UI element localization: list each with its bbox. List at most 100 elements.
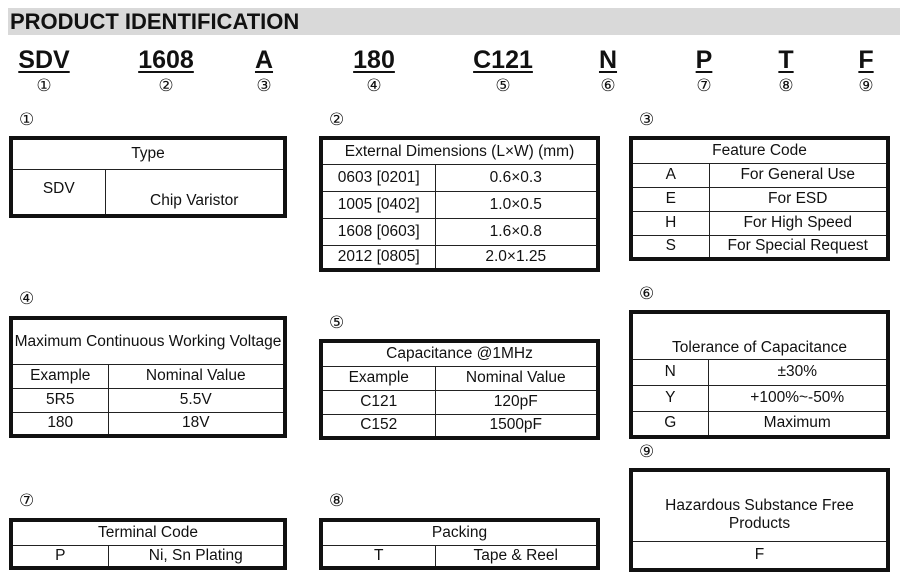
table-cell: For High Speed [708, 210, 889, 236]
table-label: ② [329, 110, 345, 130]
table-header: Type [10, 137, 286, 170]
table-row: G Maximum [630, 410, 889, 438]
segment-number: ⑨ [858, 76, 874, 96]
table-header: Feature Code [630, 137, 889, 164]
table-label: ⑧ [329, 491, 345, 511]
table-cell: 1608 [0603] [320, 217, 436, 246]
table-row: S For Special Request [630, 234, 889, 260]
table-cell: Ni, Sn Plating [107, 544, 286, 569]
table-cell: For Special Request [708, 234, 889, 260]
page-title: PRODUCT IDENTIFICATION [10, 9, 300, 34]
table-cell: T [320, 544, 436, 569]
part-code-segment: 180 [353, 46, 395, 74]
table-cell: 180 [10, 411, 109, 437]
table-cell: 1.0×0.5 [434, 190, 599, 219]
spec-table: Type SDV Chip Varistor [9, 136, 287, 218]
table-cell: Y [630, 384, 709, 412]
segment-number: ② [158, 76, 174, 96]
segment-number: ⑥ [600, 76, 616, 96]
table-header: Capacitance @1MHz [320, 340, 599, 367]
table-cell: S [630, 234, 710, 260]
table-cell: C152 [320, 413, 436, 439]
table-row: C121 120pF [320, 389, 599, 415]
part-code-segment: P [695, 46, 713, 74]
table-cell: A [630, 162, 710, 188]
part-code-segment: A [254, 46, 274, 74]
part-code-segment: SDV [18, 46, 70, 74]
table-cell: Tape & Reel [434, 544, 599, 569]
table-row: T Tape & Reel [320, 544, 599, 569]
table-cell: 5R5 [10, 387, 109, 413]
table-label: ⑥ [639, 284, 655, 304]
table-cell: 1500pF [434, 413, 599, 439]
table-cell: C121 [320, 389, 436, 415]
spec-table: Maximum Continuous Working Voltage Exampl… [9, 316, 287, 438]
table-row: 1005 [0402] 1.0×0.5 [320, 190, 599, 219]
table-label: ⑤ [329, 313, 345, 333]
spec-table: Hazardous Substance Free Products F [629, 468, 890, 572]
table-row: Y +100%~-50% [630, 384, 889, 412]
table-row: 1608 [0603] 1.6×0.8 [320, 217, 599, 246]
table-header: Terminal Code [10, 519, 286, 546]
table-cell: ±30% [707, 358, 889, 386]
table-cell: Chip Varistor [104, 168, 286, 217]
table-cell: 1005 [0402] [320, 190, 436, 219]
table-cell: Nominal Value [434, 365, 599, 391]
table-row: H For High Speed [630, 210, 889, 236]
part-code-segment: 1608 [138, 46, 194, 74]
table-row: 2012 [0805] 2.0×1.25 [320, 244, 599, 271]
table-cell: 5.5V [107, 387, 286, 413]
segment-number: ③ [256, 76, 272, 96]
table-header: Packing [320, 519, 599, 546]
segment-number: ④ [366, 76, 382, 96]
table-cell: Example [10, 363, 109, 389]
table-header: Tolerance of Capacitance [630, 311, 889, 360]
table-cell: E [630, 186, 710, 212]
table-cell: 2.0×1.25 [434, 244, 599, 271]
segment-number: ① [36, 76, 52, 96]
table-cell: Maximum [707, 410, 889, 438]
segment-number: ⑤ [495, 76, 511, 96]
table-row: P Ni, Sn Plating [10, 544, 286, 569]
table-cell: N [630, 358, 709, 386]
table-cell: 0603 [0201] [320, 163, 436, 192]
table-row: Example Nominal Value [10, 363, 286, 389]
title-bar [8, 8, 900, 35]
part-code-segment: C121 [473, 46, 533, 74]
table-cell: Example [320, 365, 436, 391]
table-header: Hazardous Substance Free Products [630, 469, 889, 542]
table-cell: +100%~-50% [707, 384, 889, 412]
table-cell: H [630, 210, 710, 236]
table-cell: G [630, 410, 709, 438]
spec-table: Tolerance of Capacitance N ±30% Y +100%~-50%… [629, 310, 890, 439]
segment-number: ⑦ [696, 76, 712, 96]
table-row: Example Nominal Value [320, 365, 599, 391]
table-label: ④ [19, 289, 35, 309]
table-label: ① [19, 110, 35, 130]
part-code-segment: N [598, 46, 618, 74]
table-row: 180 18V [10, 411, 286, 437]
table-cell: F [630, 540, 889, 571]
part-code-segment: F [858, 46, 874, 74]
spec-table: Capacitance @1MHz Example Nominal Value C12… [319, 339, 600, 440]
spec-table: Terminal Code P Ni, Sn Plating [9, 518, 287, 570]
table-cell: 2012 [0805] [320, 244, 436, 271]
table-row: N ±30% [630, 358, 889, 386]
table-row: F [630, 540, 889, 571]
spec-table: Packing T Tape & Reel [319, 518, 600, 570]
table-cell: SDV [10, 168, 106, 217]
table-label: ⑦ [19, 491, 35, 511]
table-row: C152 1500pF [320, 413, 599, 439]
segment-number: ⑧ [778, 76, 794, 96]
spec-table: External Dimensions (L×W) (mm) 0603 [0201… [319, 136, 600, 272]
table-cell: For ESD [708, 186, 889, 212]
table-row: A For General Use [630, 162, 889, 188]
table-cell: Nominal Value [107, 363, 286, 389]
table-cell: P [10, 544, 109, 569]
spec-table: Feature Code A For General Use E For ESD H For… [629, 136, 890, 261]
table-cell: 120pF [434, 389, 599, 415]
table-header: Maximum Continuous Working Voltage [10, 317, 286, 365]
table-cell: For General Use [708, 162, 889, 188]
table-label: ③ [639, 110, 655, 130]
table-cell: 1.6×0.8 [434, 217, 599, 246]
